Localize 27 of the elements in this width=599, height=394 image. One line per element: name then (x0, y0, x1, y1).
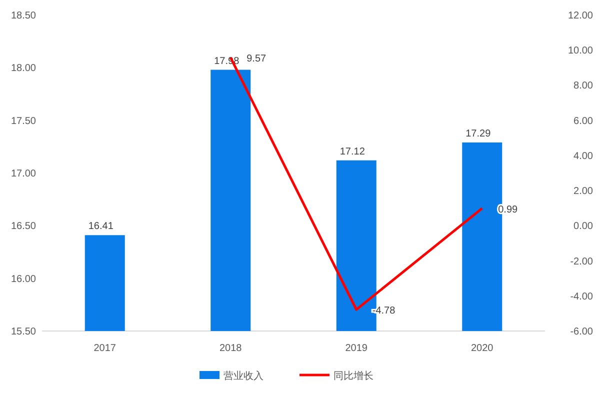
y2-tick-label: 12.00 (568, 10, 594, 22)
y2-tick-label: -2.00 (570, 256, 594, 268)
y2-tick-label: 2.00 (574, 186, 594, 198)
y2-tick-label: 4.00 (574, 150, 594, 162)
y-tick-label: 18.50 (10, 10, 36, 22)
data-label: 17.29 (466, 128, 492, 140)
x-tick-label: 2018 (220, 343, 242, 354)
y-tick-label: 16.50 (10, 221, 36, 232)
legend-label: 同比增长 (334, 370, 374, 382)
y2-tick-label: 0.00 (574, 221, 594, 232)
y-tick-label: 18.00 (10, 63, 36, 74)
y2-tick-label: -4.00 (570, 291, 594, 302)
y2-tick-label: 8.00 (574, 80, 594, 92)
y-tick-label: 15.50 (10, 326, 36, 338)
data-label: 9.57 (246, 54, 267, 65)
legend-label: 营业收入 (224, 370, 264, 382)
y2-tick-label: 10.00 (568, 46, 594, 57)
y2-tick-label: -6.00 (570, 326, 594, 338)
data-label: 17.12 (340, 146, 366, 158)
y-tick-label: 17.50 (10, 116, 36, 127)
y2-tick-label: 6.00 (574, 116, 594, 127)
data-label: 16.41 (88, 221, 114, 232)
x-tick-label: 2020 (471, 343, 494, 354)
x-tick-label: 2017 (94, 343, 116, 354)
y-tick-label: 17.00 (10, 168, 36, 180)
y-tick-label: 16.00 (10, 274, 36, 285)
x-tick-label: 2019 (345, 343, 368, 354)
